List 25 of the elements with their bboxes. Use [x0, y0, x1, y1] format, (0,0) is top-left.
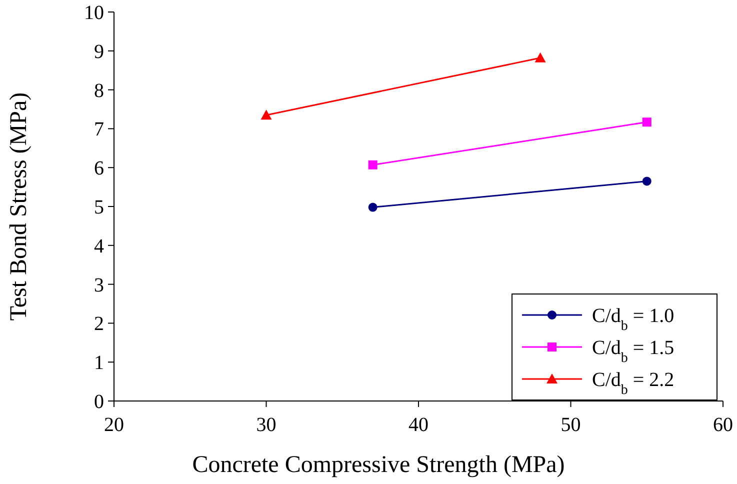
y-tick-label: 6: [94, 158, 104, 180]
y-tick-label: 7: [94, 118, 104, 141]
x-axis-title: Concrete Compressive Strength (MPa): [192, 452, 565, 478]
y-tick-label: 4: [94, 235, 104, 258]
y-tick-label: 1: [94, 352, 104, 374]
y-tick-label: 9: [94, 40, 104, 63]
x-tick-label: 40: [408, 414, 428, 436]
legend-label: C/d$_{b}$ = 1.0: [592, 305, 674, 334]
y-tick-label: 5: [94, 196, 104, 218]
y-tick-label: 3: [94, 274, 104, 296]
legend-label: C/d$_{b}$ = 1.5: [592, 337, 674, 366]
point: [642, 176, 652, 186]
point: [368, 160, 378, 170]
y-tick-label: 2: [94, 313, 104, 336]
x-tick-label: 50: [560, 414, 581, 436]
y-tick-label: 8: [94, 80, 104, 102]
y-tick-label: 0: [94, 391, 104, 413]
y-tick-label: 10: [84, 2, 104, 24]
x-tick-label: 20: [104, 414, 124, 436]
point: [368, 202, 378, 212]
x-tick-label: 30: [256, 414, 276, 436]
y-axis-title: Test Bond Stress (MPa): [6, 92, 32, 321]
x-tick-label: 60: [713, 414, 733, 436]
legend-label: C/d$_{b}$ = 2.2: [592, 369, 674, 398]
point: [642, 118, 652, 127]
